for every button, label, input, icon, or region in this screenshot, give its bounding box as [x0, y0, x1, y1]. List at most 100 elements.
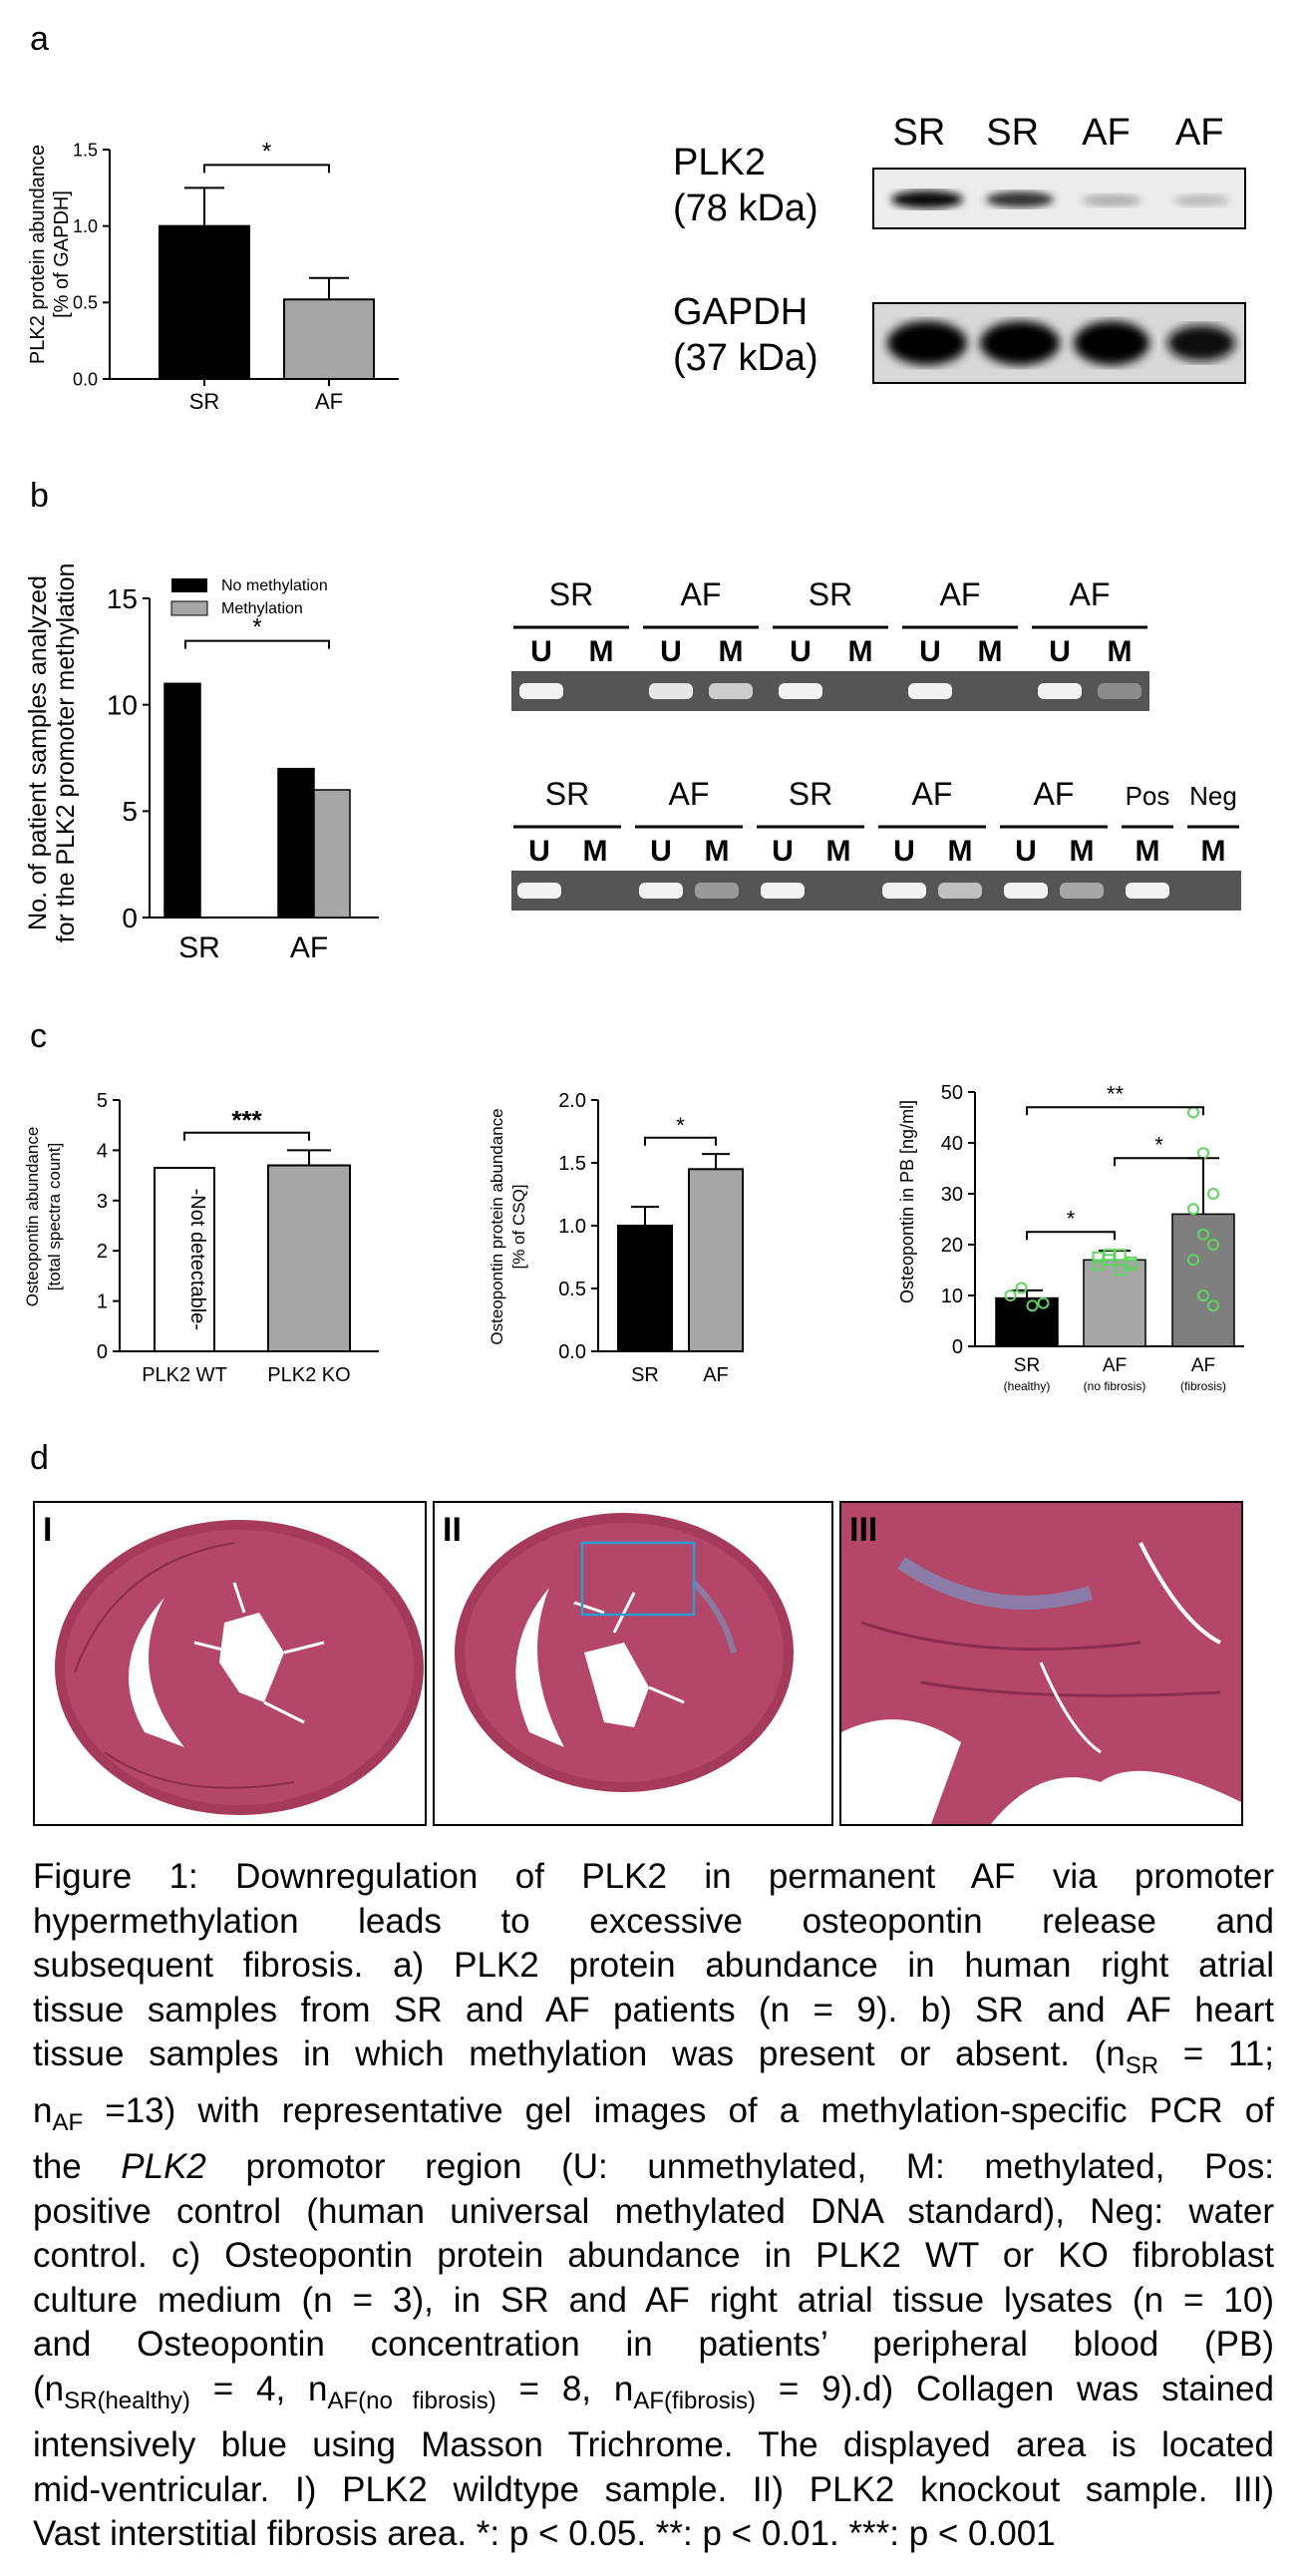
caption-text: =13) with representative gel images of a…	[83, 2090, 1274, 2130]
chart-c-left: Osteopontin abundance [total spectra cou…	[23, 1090, 379, 1386]
chart-b: No. of patient samples analyzed for the …	[24, 563, 379, 964]
x-tick-label: AF	[290, 931, 328, 964]
blot-image-gapdh	[872, 302, 1246, 384]
gel-group-label: SR	[549, 576, 593, 612]
gel-lane-label: U	[1049, 635, 1071, 668]
data-point	[1037, 1296, 1050, 1309]
caption-text: tissue samples in which methylation was …	[33, 2034, 1126, 2073]
x-tick-sublabel: (healthy)	[1004, 1379, 1051, 1393]
gel-group-label: AF	[681, 576, 722, 612]
significance-label: *	[252, 614, 261, 641]
histology-fibrosis-zoom-image: III	[839, 1501, 1243, 1826]
gel-lane-label: U	[650, 835, 672, 868]
heart-section-ko	[455, 1513, 794, 1792]
y-tick-label: 3	[97, 1191, 108, 1213]
gel-group-label: Neg	[1189, 781, 1237, 811]
panel-label-a: a	[30, 20, 49, 58]
caption-text: the	[33, 2147, 122, 2186]
caption-line: (nSR(healthy) = 4, nAF(no fibrosis) = 8,…	[33, 2368, 1274, 2424]
figure-caption: Figure 1: Downregulation of PLK2 in perm…	[33, 1855, 1274, 2557]
gel-lane-label: U	[1015, 835, 1037, 868]
caption-line: subsequent fibrosis. a) PLK2 protein abu…	[33, 1946, 1274, 1985]
y-tick-label: 50	[941, 1082, 963, 1104]
y-tick-label: 1.0	[73, 216, 98, 236]
significance-bracket	[644, 1136, 717, 1146]
gel-band	[1098, 683, 1141, 699]
gel-band	[1038, 683, 1082, 699]
gel-band	[908, 683, 952, 699]
significance-label: *	[676, 1113, 685, 1138]
chart-c-right: Osteopontin in PB [ng/ml] 0 10 20 30 40 50 SR (…	[897, 1081, 1244, 1393]
data-point	[1004, 1289, 1017, 1301]
chart-a: PLK2 protein abundance [% of GAPDH] 0.00…	[27, 138, 399, 414]
gel-lane-label: U	[772, 835, 794, 868]
data-point	[1207, 1188, 1219, 1200]
axis-label-y: Osteopontin in PB [ng/ml]	[897, 1100, 917, 1303]
significance-bracket	[1026, 1231, 1116, 1241]
caption-line: Vast interstitial fibrosis area. *: p < …	[33, 2514, 1056, 2553]
bar	[688, 1168, 744, 1352]
caption-line: the PLK2 promotor region (U: unmethylate…	[33, 2145, 1274, 2190]
lane-label: AF	[1082, 112, 1131, 154]
panel-label-c: c	[30, 1017, 47, 1055]
y-tick-label: 1.5	[558, 1153, 586, 1175]
legend-label: No methylation	[221, 577, 328, 594]
caption-line: culture medium (n = 3), in SR and AF rig…	[33, 2280, 1274, 2320]
plot-area: 0.0 0.5 1.0 1.5 2.0 SR AF *	[558, 1090, 744, 1386]
y-tick-label: 0.0	[73, 369, 98, 389]
significance-bracket	[203, 164, 330, 174]
blot-lane-labels: SR SR AF AF	[872, 112, 1246, 156]
significance-bracket	[1026, 1106, 1204, 1116]
gel-lane-label: M	[1201, 835, 1226, 868]
bar	[163, 682, 201, 919]
bar	[313, 789, 351, 919]
gel-group-label: AF	[669, 776, 710, 812]
gel-group-label: SR	[809, 576, 852, 612]
gel-group-label: AF	[1070, 576, 1111, 612]
bar	[617, 1225, 673, 1352]
data-point	[1103, 1249, 1116, 1262]
y-tick-label: 15	[107, 583, 138, 614]
bar	[1171, 1213, 1235, 1347]
caption-subscript: SR(healthy)	[64, 2387, 190, 2414]
caption-line: intensively blue using Masson Trichrome.…	[33, 2425, 1274, 2464]
caption-line: hypermethylation leads to excessive oste…	[33, 1901, 1274, 1941]
gel-group-label: AF	[912, 776, 953, 812]
caption-text: = 9).d) Collagen was stained	[756, 2369, 1274, 2408]
x-tick-label: SR	[1014, 1355, 1040, 1376]
caption-line: Figure 1: Downregulation of PLK2 in perm…	[33, 1857, 1274, 1896]
bar	[277, 767, 315, 919]
gel-band	[1004, 883, 1048, 899]
data-point	[1197, 1289, 1209, 1301]
blot-protein-name: PLK2	[673, 142, 766, 184]
caption-line: tissue samples in which methylation was …	[33, 2032, 1274, 2089]
gel-group-label: Pos	[1126, 781, 1170, 811]
lane-label: SR	[986, 112, 1040, 154]
significance-label: **	[1107, 1081, 1125, 1106]
caption-line: positive control (human universal methyl…	[33, 2191, 1274, 2231]
fibrosis-zoom	[841, 1503, 1241, 1824]
gel-band	[517, 883, 561, 899]
y-tick-label: 2.0	[558, 1090, 586, 1112]
gel-band	[882, 883, 926, 899]
histology-knockout-image: II	[433, 1501, 833, 1826]
bar	[283, 298, 375, 380]
significance-label: ***	[231, 1105, 262, 1135]
data-point	[1187, 1106, 1199, 1119]
blot-image-plk2	[872, 168, 1246, 229]
legend-swatch-methylation	[170, 600, 208, 616]
caption-subscript: SR	[1125, 2052, 1159, 2079]
y-tick-label: 0	[97, 1341, 108, 1363]
plot-area: 0 10 20 30 40 50 SR (healthy) AF (no fibrosis) AF (…	[941, 1081, 1244, 1393]
y-tick-label: 0.0	[558, 1341, 586, 1363]
caption-text: = 4, n	[189, 2369, 328, 2408]
legend-label: Methylation	[221, 600, 303, 617]
data-point	[1015, 1282, 1028, 1294]
data-point	[1187, 1254, 1199, 1267]
gel-band	[639, 883, 683, 899]
gel-band	[938, 883, 982, 899]
gel-lane-label: U	[790, 635, 812, 668]
y-tick-label: 5	[97, 1090, 108, 1112]
axis-label-y-unit: [% of CSQ]	[509, 1184, 528, 1269]
